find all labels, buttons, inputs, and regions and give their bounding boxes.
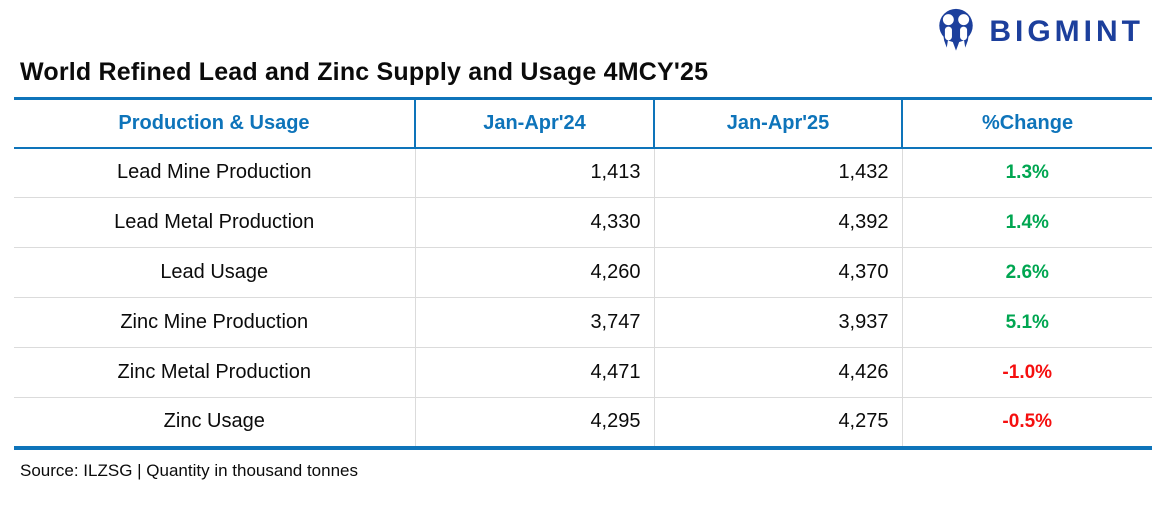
- change-value: 1.3%: [901, 147, 1152, 198]
- column-header-jan-apr-25: Jan-Apr'25: [653, 97, 902, 149]
- column-header-production-usage: Production & Usage: [14, 97, 415, 149]
- table-row: Zinc Usage 4,295 4,275 -0.5%: [14, 397, 1152, 450]
- table-row: Zinc Metal Production 4,471 4,426 -1.0%: [14, 347, 1152, 398]
- row-label: Zinc Metal Production: [14, 347, 415, 398]
- value-jan-apr-24: 1,413: [414, 147, 654, 198]
- row-label: Lead Mine Production: [14, 147, 415, 198]
- top-bar: BIGMINT: [0, 0, 1166, 56]
- row-label: Zinc Usage: [14, 397, 415, 450]
- change-value: -0.5%: [901, 397, 1152, 450]
- change-value: 5.1%: [901, 297, 1152, 348]
- table-row: Lead Mine Production 1,413 1,432 1.3%: [14, 147, 1152, 198]
- bigmint-logo: BIGMINT: [933, 8, 1144, 52]
- value-jan-apr-25: 4,370: [653, 247, 902, 298]
- brand-wordmark: BIGMINT: [989, 15, 1144, 48]
- bigmint-logo-icon: [933, 8, 979, 52]
- value-jan-apr-24: 4,471: [414, 347, 654, 398]
- change-value: -1.0%: [901, 347, 1152, 398]
- value-jan-apr-24: 4,330: [414, 197, 654, 248]
- source-note: Source: ILZSG | Quantity in thousand ton…: [20, 460, 358, 480]
- table-body: Lead Mine Production 1,413 1,432 1.3% Le…: [14, 147, 1152, 450]
- table-row: Zinc Mine Production 3,747 3,937 5.1%: [14, 297, 1152, 348]
- value-jan-apr-25: 3,937: [653, 297, 902, 348]
- row-label: Lead Usage: [14, 247, 415, 298]
- value-jan-apr-25: 4,275: [653, 397, 902, 450]
- column-header-pct-change: %Change: [901, 97, 1152, 149]
- change-value: 2.6%: [901, 247, 1152, 298]
- header-row: Production & Usage Jan-Apr'24 Jan-Apr'25…: [14, 97, 1152, 149]
- change-value: 1.4%: [901, 197, 1152, 248]
- row-label: Lead Metal Production: [14, 197, 415, 248]
- value-jan-apr-24: 4,295: [414, 397, 654, 450]
- value-jan-apr-25: 4,426: [653, 347, 902, 398]
- value-jan-apr-24: 4,260: [414, 247, 654, 298]
- table-row: Lead Usage 4,260 4,370 2.6%: [14, 247, 1152, 298]
- value-jan-apr-25: 1,432: [653, 147, 902, 198]
- value-jan-apr-25: 4,392: [653, 197, 902, 248]
- value-jan-apr-24: 3,747: [414, 297, 654, 348]
- row-label: Zinc Mine Production: [14, 297, 415, 348]
- table-header: Production & Usage Jan-Apr'24 Jan-Apr'25…: [14, 97, 1152, 149]
- table-row: Lead Metal Production 4,330 4,392 1.4%: [14, 197, 1152, 248]
- page-title: World Refined Lead and Zinc Supply and U…: [20, 58, 709, 86]
- column-header-jan-apr-24: Jan-Apr'24: [414, 97, 654, 149]
- supply-usage-table: Production & Usage Jan-Apr'24 Jan-Apr'25…: [14, 97, 1152, 450]
